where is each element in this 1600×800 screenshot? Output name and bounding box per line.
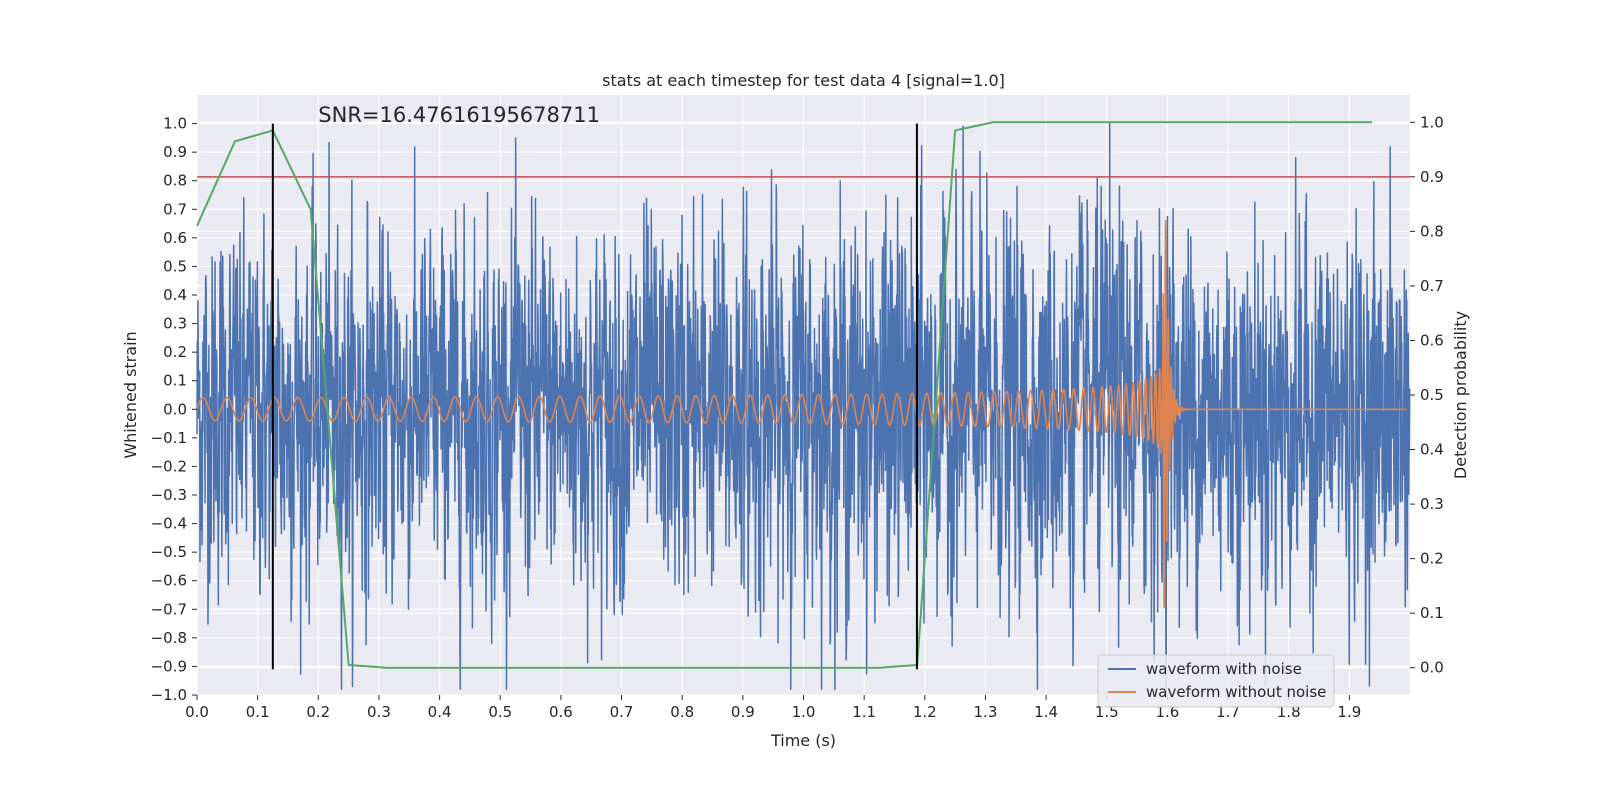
y-right-tick-label: 0.0 xyxy=(1420,659,1444,677)
series-detection-probability xyxy=(196,121,1373,669)
y-left-tick-label: 0.5 xyxy=(163,257,187,275)
legend-box xyxy=(1097,654,1335,708)
x-tick-label: 0.1 xyxy=(246,703,270,721)
x-tick-label: 0.3 xyxy=(367,703,391,721)
axes: 0.0 0.1 0.2 0.3 0.4 0.5 0.6 0.7 0.8 0.9 1.0 1.1 1.2 1… xyxy=(151,113,1444,721)
x-axis-label: Time (s) xyxy=(770,731,836,750)
y-left-tick-label: 0.6 xyxy=(163,229,187,247)
x-tick-label: 1.4 xyxy=(1034,703,1058,721)
y-left-tick-label: −0.4 xyxy=(151,515,187,533)
y-left-tick-label: −0.7 xyxy=(151,600,187,618)
y-left-tick-label: −0.5 xyxy=(151,543,187,561)
x-tick-label: 0.0 xyxy=(185,703,209,721)
series-waveform-without-noise xyxy=(196,219,1408,609)
y-right-tick-label: 0.3 xyxy=(1420,495,1444,513)
x-tick-label: 1.1 xyxy=(852,703,876,721)
y-left-tick-label: 0.9 xyxy=(163,143,187,161)
y-left-tick-label: −0.6 xyxy=(151,572,187,590)
y-right-tick-label: 0.4 xyxy=(1420,441,1444,459)
y-left-tick-label: 0.3 xyxy=(163,315,187,333)
y-right-tick-label: 0.1 xyxy=(1420,604,1444,622)
x-tick-label: 1.0 xyxy=(792,703,816,721)
y-left-tick-label: −1.0 xyxy=(151,686,187,704)
y-left-tick-label: 0.4 xyxy=(163,286,187,304)
x-tick-label: 0.4 xyxy=(428,703,452,721)
chart-title: stats at each timestep for test data 4 [… xyxy=(602,71,1005,90)
x-tick-label: 0.2 xyxy=(306,703,330,721)
y-left-tick-label: 0.2 xyxy=(163,343,187,361)
y-left-tick-label: −0.2 xyxy=(151,457,187,475)
y-right-tick-label: 1.0 xyxy=(1420,113,1444,131)
y-right-tick-label: 0.5 xyxy=(1420,386,1444,404)
y-left-tick-label: 1.0 xyxy=(163,115,187,133)
y-right-tick-label: 0.9 xyxy=(1420,168,1444,186)
snr-annotation: SNR=16.47616195678711 xyxy=(318,103,600,127)
y-right-tick-label: 0.8 xyxy=(1420,222,1444,240)
legend-label-waveform-with-noise: waveform with noise xyxy=(1146,660,1302,678)
legend-label-waveform-without-noise: waveform without noise xyxy=(1146,683,1326,701)
series-waveform-with-noise xyxy=(196,122,1411,691)
y-right-tick-label: 0.6 xyxy=(1420,331,1444,349)
x-tick-label: 1.9 xyxy=(1337,703,1361,721)
x-tick-label: 0.6 xyxy=(549,703,573,721)
y-axis-left-label: Whitened strain xyxy=(121,331,140,458)
y-left-tick-label: 0.0 xyxy=(163,400,187,418)
x-tick-label: 1.3 xyxy=(974,703,998,721)
y-right-tick-label: 0.2 xyxy=(1420,550,1444,568)
y-axis-right-label: Detection probability xyxy=(1451,311,1470,479)
legend: waveform with noise waveform without noi… xyxy=(1097,654,1335,708)
y-left-tick-label: −0.9 xyxy=(151,657,187,675)
x-tick-label: 0.7 xyxy=(610,703,634,721)
x-tick-label: 0.9 xyxy=(731,703,755,721)
x-tick-label: 0.8 xyxy=(670,703,694,721)
x-tick-label: 0.5 xyxy=(488,703,512,721)
y-left-tick-label: 0.7 xyxy=(163,200,187,218)
y-left-tick-label: 0.8 xyxy=(163,172,187,190)
series-layer xyxy=(196,121,1411,691)
y-left-tick-label: −0.8 xyxy=(151,629,187,647)
x-tick-label: 1.2 xyxy=(913,703,937,721)
y-left-tick-label: 0.1 xyxy=(163,372,187,390)
y-left-tick-label: −0.3 xyxy=(151,486,187,504)
y-left-tick-label: −0.1 xyxy=(151,429,187,447)
y-right-tick-label: 0.7 xyxy=(1420,277,1444,295)
